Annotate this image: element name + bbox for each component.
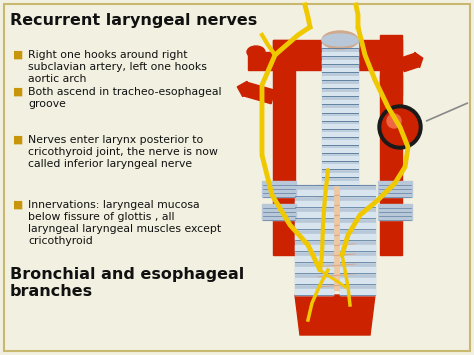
Text: Nerves enter larynx posterior to
cricothyroid joint, the nerve is now
called inf: Nerves enter larynx posterior to cricoth…	[28, 135, 218, 169]
Bar	[316, 185, 358, 290]
Text: ■: ■	[12, 50, 22, 60]
Circle shape	[378, 105, 422, 149]
Bar	[322, 132, 358, 137]
Text: Right one hooks around right
subclavian artery, left one hooks
aortic arch: Right one hooks around right subclavian …	[28, 50, 207, 84]
Bar	[295, 289, 333, 295]
Bar	[322, 124, 358, 129]
Bar	[322, 92, 358, 97]
Bar	[295, 185, 333, 295]
Bar	[322, 116, 358, 121]
Text: Bronchial and esophageal
branches: Bronchial and esophageal branches	[10, 267, 244, 299]
Bar	[322, 84, 358, 88]
Bar	[295, 234, 333, 240]
Bar	[248, 52, 274, 70]
Bar	[322, 68, 358, 72]
Bar	[322, 140, 358, 145]
Circle shape	[387, 114, 401, 128]
FancyArrow shape	[400, 53, 423, 72]
Bar	[340, 256, 375, 262]
Bar	[322, 164, 358, 169]
Bar	[322, 108, 358, 113]
Bar	[273, 40, 295, 255]
Bar	[295, 245, 333, 251]
Bar	[340, 267, 375, 273]
Bar	[262, 181, 296, 197]
Bar	[322, 148, 358, 153]
FancyArrow shape	[237, 81, 275, 104]
Bar	[380, 35, 402, 95]
Text: ■: ■	[12, 87, 22, 97]
Bar	[340, 289, 375, 295]
Bar	[322, 52, 358, 56]
Bar	[322, 76, 358, 80]
Bar	[295, 201, 333, 207]
Bar	[273, 40, 402, 70]
Bar	[340, 185, 375, 295]
Bar	[322, 181, 358, 185]
Text: ■: ■	[12, 135, 22, 145]
Polygon shape	[295, 295, 375, 335]
Text: ■: ■	[12, 200, 22, 210]
Ellipse shape	[247, 46, 265, 58]
Ellipse shape	[322, 31, 358, 49]
Bar	[262, 204, 296, 220]
Bar	[340, 201, 375, 207]
Bar	[295, 212, 333, 218]
Circle shape	[382, 109, 418, 145]
Bar	[295, 267, 333, 273]
Bar	[340, 190, 375, 196]
Bar	[322, 157, 358, 161]
Bar	[340, 223, 375, 229]
Bar	[295, 256, 333, 262]
Bar	[322, 100, 358, 104]
Bar	[340, 212, 375, 218]
Bar	[322, 173, 358, 177]
Bar	[324, 37, 356, 42]
Bar	[295, 190, 333, 196]
Bar	[340, 278, 375, 284]
Bar	[295, 223, 333, 229]
Bar	[340, 245, 375, 251]
Bar	[322, 60, 358, 64]
Text: Innervations: laryngeal mucosa
below fissure of glottis , all
laryngeal laryngea: Innervations: laryngeal mucosa below fis…	[28, 200, 221, 246]
Bar	[380, 75, 402, 255]
Text: Both ascend in tracheo-esophageal
groove: Both ascend in tracheo-esophageal groove	[28, 87, 221, 109]
Bar	[322, 44, 358, 48]
Bar	[378, 204, 412, 220]
Bar	[322, 40, 358, 185]
Text: Recurrent laryngeal nerves: Recurrent laryngeal nerves	[10, 13, 257, 28]
Bar	[295, 278, 333, 284]
Bar	[340, 234, 375, 240]
Bar	[378, 181, 412, 197]
Ellipse shape	[322, 34, 358, 46]
